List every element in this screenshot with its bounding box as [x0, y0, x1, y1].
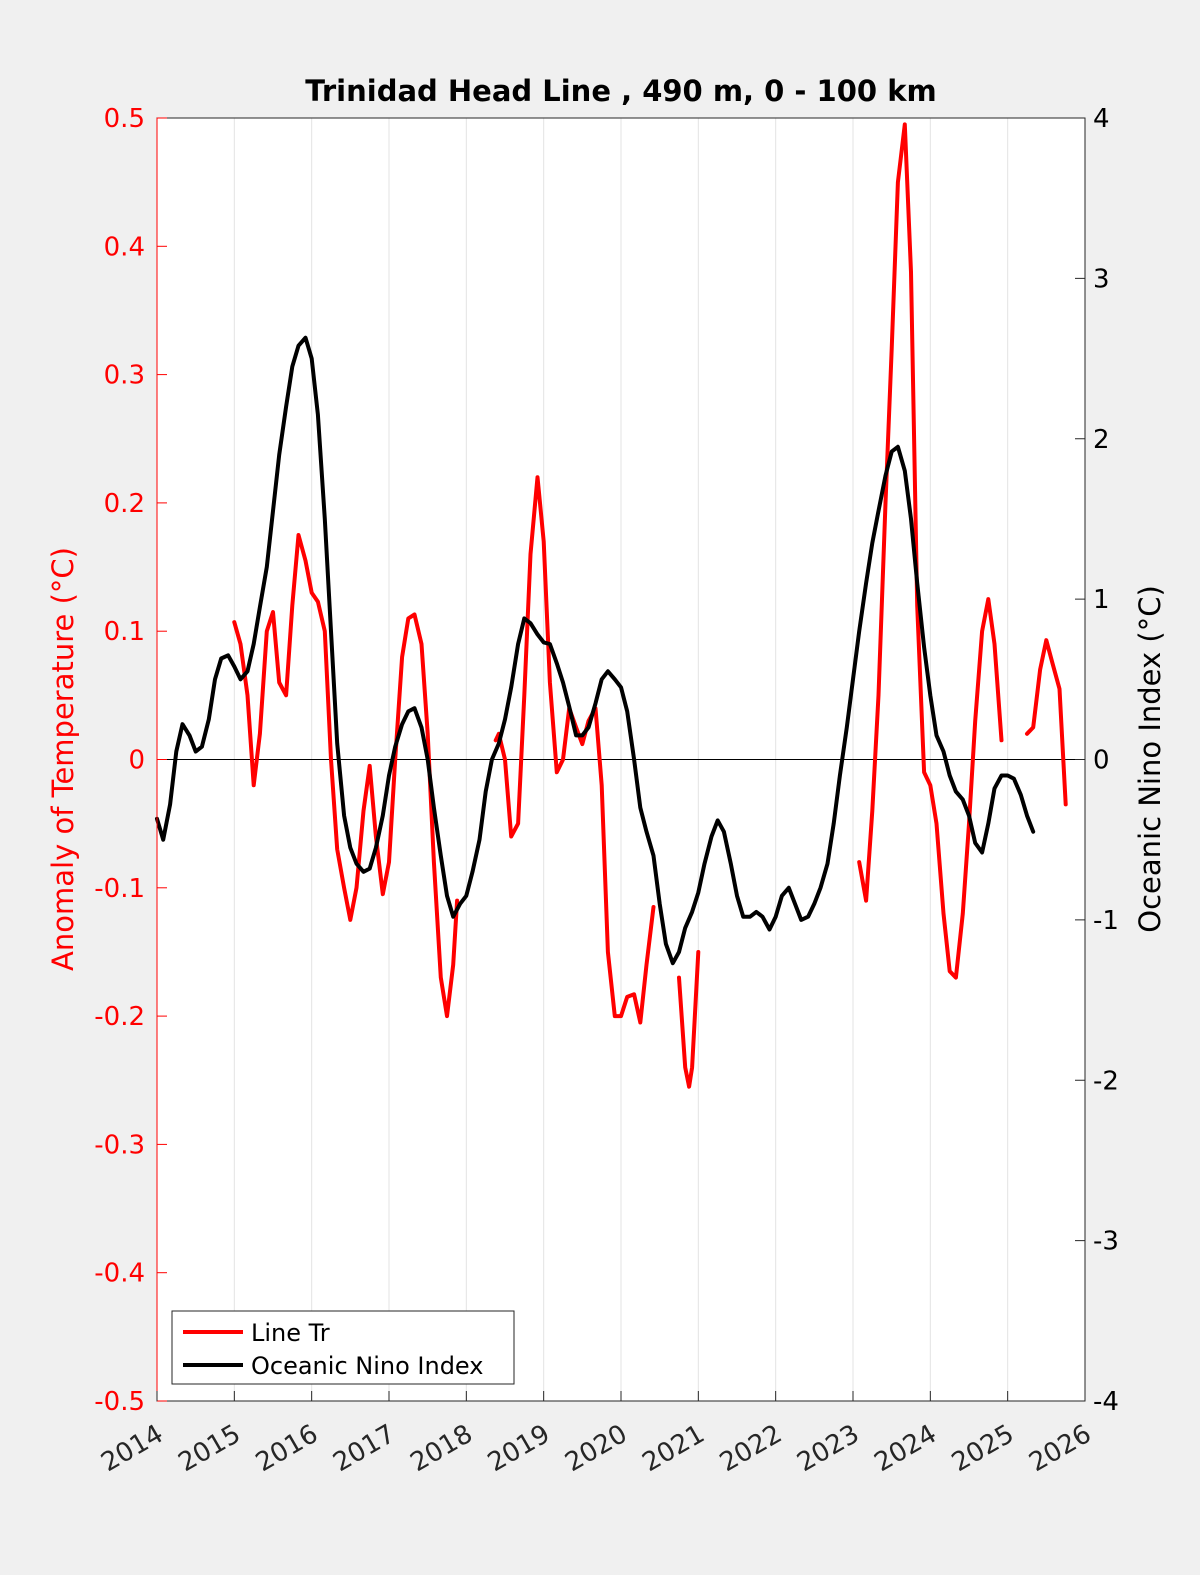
legend: Line Tr Oceanic Nino Index [171, 1310, 515, 1385]
legend-label-oni: Oceanic Nino Index [251, 1352, 483, 1380]
right-y-tick-label: 3 [1093, 264, 1110, 294]
series-oni-line [155, 335, 1036, 966]
left-y-tick-label: 0 [128, 746, 145, 776]
left-y-tick-label: -0.5 [94, 1387, 145, 1417]
left-y-tick-label: 0.4 [104, 232, 145, 262]
left-axis: 0.5 0.4 0.3 0.2 0.1 0 -0.1 -0.2 -0.3 -0.4 -0.5 [94, 104, 167, 1417]
left-y-tick-label: 0.5 [104, 104, 145, 134]
left-y-tick-label: -0.1 [94, 874, 145, 904]
right-y-tick-label: -2 [1093, 1066, 1119, 1096]
series-layer [155, 122, 1068, 1089]
right-axis: 4 3 2 1 0 -1 -2 -3 -4 [1075, 104, 1119, 1417]
series-line-tr-line [1025, 638, 1068, 807]
legend-box [171, 1310, 515, 1385]
right-y-tick-label: -3 [1093, 1227, 1119, 1257]
right-y-tick-label: 0 [1093, 746, 1110, 776]
left-y-tick-label: -0.3 [94, 1130, 145, 1160]
left-y-tick-label: 0.1 [104, 617, 145, 647]
right-axis-label: Oceanic Nino Index (°C) [1133, 585, 1167, 933]
right-y-tick-label: 4 [1093, 104, 1110, 134]
series-line-tr-line [857, 122, 1004, 980]
legend-label-line-tr: Line Tr [251, 1319, 330, 1347]
right-y-tick-label: 1 [1093, 585, 1110, 615]
right-y-tick-label: -1 [1093, 906, 1119, 936]
left-y-tick-label: -0.2 [94, 1002, 145, 1032]
right-y-tick-label: -4 [1093, 1387, 1119, 1417]
left-y-tick-label: 0.3 [104, 361, 145, 391]
left-y-tick-label: -0.4 [94, 1259, 145, 1289]
series-line-tr-line [232, 533, 460, 1019]
chart-title: Trinidad Head Line , 490 m, 0 - 100 km [305, 74, 936, 108]
left-y-tick-label: 0.2 [104, 489, 145, 519]
series-line-tr-line [677, 950, 701, 1089]
right-y-tick-label: 2 [1093, 425, 1110, 455]
left-axis-label: Anomaly of Temperature (°C) [46, 547, 80, 971]
